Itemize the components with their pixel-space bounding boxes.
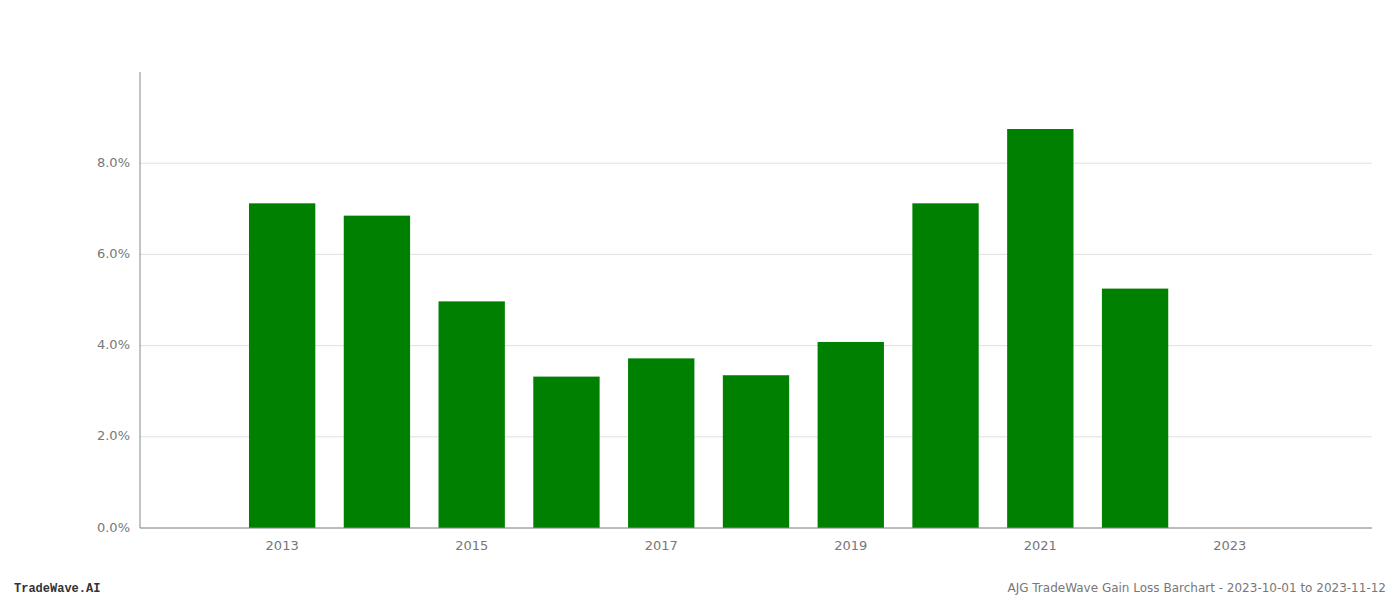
x-tick-label: 2019 [834,538,867,553]
bar [628,358,694,528]
chart-container: 0.0% 2.0% 4.0% 6.0% 8.0% 2013 2015 2017 2019 2021… [0,0,1400,600]
axes: 0.0% 2.0% 4.0% 6.0% 8.0% 2013 2015 2017 2019 2021… [97,72,1372,553]
bar [249,203,315,528]
footer-right: AJG TradeWave Gain Loss Barchart - 2023-… [1007,581,1386,595]
x-tick-label: 2015 [455,538,488,553]
footer-left: TradeWave.AI [14,582,100,596]
bar [723,375,789,528]
y-tick-label: 6.0% [97,246,130,261]
bar [818,342,884,528]
bar [1102,289,1168,528]
x-tick-label: 2017 [645,538,678,553]
x-tick-label: 2023 [1213,538,1246,553]
y-tick-label: 2.0% [97,428,130,443]
grid-line [140,528,1372,529]
bar [533,377,599,528]
y-tick-label: 4.0% [97,337,130,352]
bar [439,301,505,528]
grid [140,163,1372,528]
x-tick-label: 2013 [266,538,299,553]
bars [249,129,1168,528]
grid-line [140,254,1372,255]
y-tick-label: 8.0% [97,155,130,170]
y-tick-label: 0.0% [97,520,130,535]
y-axis-line [140,72,141,528]
bar [1007,129,1073,528]
grid-line [140,163,1372,164]
chart-svg: 0.0% 2.0% 4.0% 6.0% 8.0% 2013 2015 2017 2019 2021… [0,0,1400,600]
grid-line [140,345,1372,346]
bar [344,216,410,528]
bar [912,203,978,528]
x-axis-line [140,528,1372,529]
x-tick-label: 2021 [1024,538,1057,553]
